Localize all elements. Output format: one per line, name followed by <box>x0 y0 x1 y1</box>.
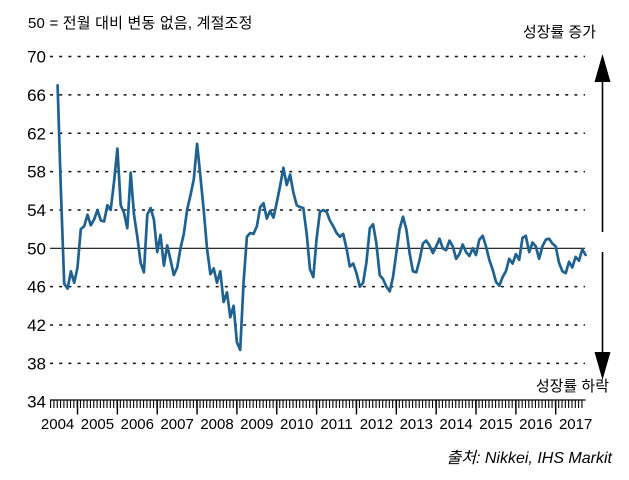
x-tick-label-2016: 2016 <box>519 416 552 433</box>
y-tick-label-42: 42 <box>27 316 46 335</box>
x-tick-label-2009: 2009 <box>240 416 273 433</box>
x-tick-label-2012: 2012 <box>360 416 393 433</box>
x-tick-label-2004: 2004 <box>41 416 74 433</box>
growth-decline-label: 성장률 하락 <box>535 378 609 395</box>
y-tick-label-46: 46 <box>27 278 46 297</box>
y-tick-label-70: 70 <box>27 48 46 67</box>
x-tick-label-2015: 2015 <box>479 416 512 433</box>
x-tick-label-2011: 2011 <box>320 416 352 433</box>
x-tick-label-2005: 2005 <box>81 416 114 433</box>
y-tick-label-54: 54 <box>27 201 46 220</box>
chart-subtitle: 50 = 전월 대비 변동 없음, 계절조정 <box>28 15 253 32</box>
y-tick-label-34: 34 <box>27 393 46 412</box>
source-attribution: 출처: Nikkei, IHS Markit <box>446 450 612 467</box>
y-tick-label-38: 38 <box>27 354 46 373</box>
y-tick-label-62: 62 <box>27 124 46 143</box>
y-tick-label-58: 58 <box>27 163 46 182</box>
x-tick-label-2008: 2008 <box>200 416 233 433</box>
down-arrow-head-icon <box>594 352 611 380</box>
pmi-data-line <box>56 83 587 352</box>
y-tick-label-66: 66 <box>27 86 46 105</box>
x-tick-label-2010: 2010 <box>280 416 313 433</box>
x-tick-label-2014: 2014 <box>439 416 472 433</box>
y-tick-label-50: 50 <box>27 239 46 258</box>
x-tick-label-2017: 2017 <box>559 416 592 433</box>
x-tick-label-2007: 2007 <box>160 416 193 433</box>
x-tick-label-2006: 2006 <box>121 416 154 433</box>
up-arrow-head-icon <box>594 54 611 82</box>
growth-increase-label: 성장률 증가 <box>522 24 596 41</box>
x-tick-label-2013: 2013 <box>400 416 433 433</box>
